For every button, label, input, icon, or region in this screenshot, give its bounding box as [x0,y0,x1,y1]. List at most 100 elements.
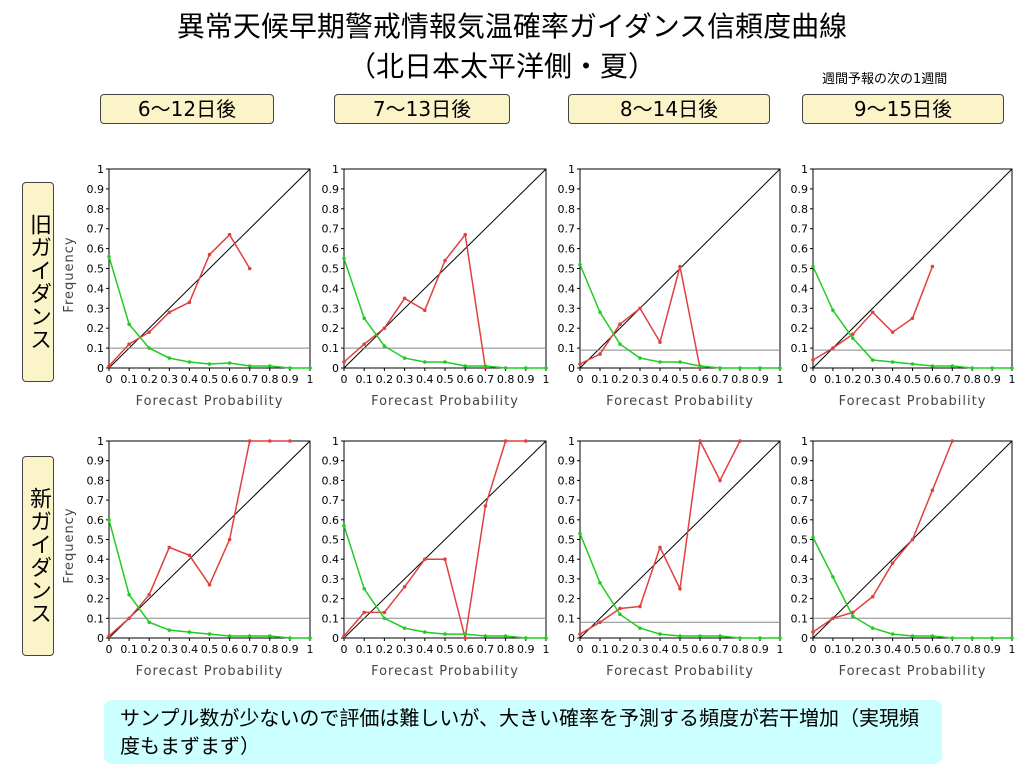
chart-5-xtick-label: 0 [106,643,113,656]
chart-4-xtick-label: 0.9 [983,373,1001,386]
chart-3-ytick-label: 0.5 [558,263,576,276]
chart-1-frequency-line-point [127,322,131,327]
chart-8-xlabel: Forecast Probability [839,664,987,679]
chart-4-xtick-label: 0.8 [963,373,981,386]
chart-4-reliability-line-point [910,316,915,321]
chart-8-frequency-line [812,537,1012,639]
chart-1-xtick-label: 0.4 [181,373,199,386]
chart-7-frequency-line-point [598,581,602,585]
chart-5-ytick-label: 0.7 [87,494,105,507]
chart-8-ytick-label: 0.2 [791,593,809,606]
chart-3-frequency-line-point [738,366,742,370]
chart-2-xtick-label: 0.5 [436,373,454,386]
chart-4-ytick-label: 0.1 [791,342,809,355]
chart-6-xtick-label: 0.2 [376,643,394,656]
chart-5-ytick-label: 0.8 [87,474,105,487]
chart-6-reliability-line-point [382,610,387,615]
chart-1-ytick-label: 0.4 [87,282,105,295]
chart-7-reliability-line-point [638,604,642,609]
chart-5-reliability-line-point [247,439,252,443]
chart-5-xtick-label: 0.1 [120,643,138,656]
chart-5-ytick-label: 0.9 [87,455,105,468]
chart-4-ytick-label: 0.3 [791,302,809,315]
chart-8-ytick-label: 1 [801,435,808,448]
chart-7-frequency-line-point [638,626,642,630]
chart-4-ytick-label: 0.5 [791,263,809,276]
chart-5-frequency-line-point [167,628,172,632]
chart-7-frequency-line-point [718,634,722,638]
chart-4-xlabel: Forecast Probability [839,394,987,409]
chart-5-frequency-line-point [308,636,312,640]
chart-6-ytick-label: 0.8 [322,474,340,487]
row-label-new: 新ガイダンス [22,456,54,656]
chart-6-xlabel: Forecast Probability [371,664,519,679]
chart-4-ytick-label: 1 [801,163,808,176]
chart-3-xtick-label: 1 [777,373,784,386]
chart-2-xtick-label: 0.3 [396,373,414,386]
chart-1-diagonal [108,168,311,369]
chart-6-frequency-line-point [362,586,367,591]
chart-6-reliability-line-point [463,636,468,640]
chart-2-xtick-label: 0.4 [416,373,434,386]
chart-1-reliability-line-point [147,330,151,334]
chart-4-xtick-label: 0.5 [904,373,922,386]
chart-8-xtick-label: 0.9 [983,643,1001,656]
chart-3-xlabel: Forecast Probability [606,394,754,409]
chart-4-frequency-line-point [930,364,935,368]
chart-4-frequency-line-point [910,362,915,366]
chart-2-ytick-label: 0.8 [322,203,340,216]
chart-2-xlabel: Forecast Probability [371,394,519,409]
chart-8-ytick-label: 0.3 [791,573,809,586]
chart-1-xtick-label: 0 [106,373,113,386]
chart-7-xlabel: Forecast Probability [606,664,754,679]
chart-3-frequency-line-point [578,262,582,267]
chart-4-xtick-label: 0.4 [884,373,902,386]
chart-4-diagonal [812,168,1013,369]
chart-6-xtick-label: 0.4 [416,643,434,656]
chart-2-frequency-line-point [382,344,387,348]
chart-4-ytick-label: 0.4 [791,282,809,295]
period-label-4: 9～15日後 [802,94,1004,124]
chart-6-xtick-label: 0.9 [517,643,535,656]
chart-6-frequency-line-point [402,626,407,630]
chart-7-ytick-label: 0.3 [558,573,576,586]
chart-1-ytick-label: 0.9 [87,183,105,196]
chart-4-reliability-line-point [890,330,895,334]
chart-6-frequency-line-point [503,634,508,638]
chart-5-ylabel: Frequency [62,507,77,583]
chart-8-xtick-label: 0.7 [944,643,962,656]
chart-2-xtick-label: 0.8 [497,373,515,386]
chart-4-frequency-line-point [890,360,895,364]
chart-8-ytick-label: 0.5 [791,534,809,547]
chart-8-frequency-line-point [910,634,915,638]
chart-7-xtick-label: 1 [777,643,784,656]
chart-7-frequency-line-point [658,632,662,636]
chart-3-ytick-label: 1 [568,163,575,176]
chart-5-xtick-label: 0.2 [140,643,158,656]
chart-1-ytick-label: 0.2 [87,322,105,335]
period-label-2: 7～13日後 [334,94,510,124]
chart-2-frequency-line-point [443,360,447,364]
chart-1-reliability-line [108,233,251,367]
chart-1-reliability-line-point [107,364,111,368]
chart-8-frequency-line-point [890,632,895,636]
chart-6-ytick-label: 0.4 [322,553,340,566]
chart-2-frequency-line-point [544,366,548,370]
chart-2-xtick-label: 0.2 [376,373,394,386]
chart-6-xtick-label: 0.3 [396,643,414,656]
chart-3-xtick-label: 0.1 [591,373,609,386]
chart-1-ytick-label: 0.6 [87,243,105,256]
chart-8-frequency-line-point [811,535,815,540]
chart-1-ytick-label: 0 [97,362,104,375]
chart-2-xtick-label: 0.9 [517,373,535,386]
chart-3-frequency-line-point [698,364,702,368]
chart-8-xtick-label: 0.2 [844,643,862,656]
chart-4-reliability-line-point [870,310,875,315]
chart-3-ytick-label: 0 [568,362,575,375]
chart-2-reliability-line [343,232,487,369]
chart-6-frequency-line-point [544,636,548,640]
chart-6-xtick-label: 0.1 [355,643,373,656]
chart-3-frequency-line-point [638,356,642,360]
chart-6-reliability-line [343,440,526,639]
